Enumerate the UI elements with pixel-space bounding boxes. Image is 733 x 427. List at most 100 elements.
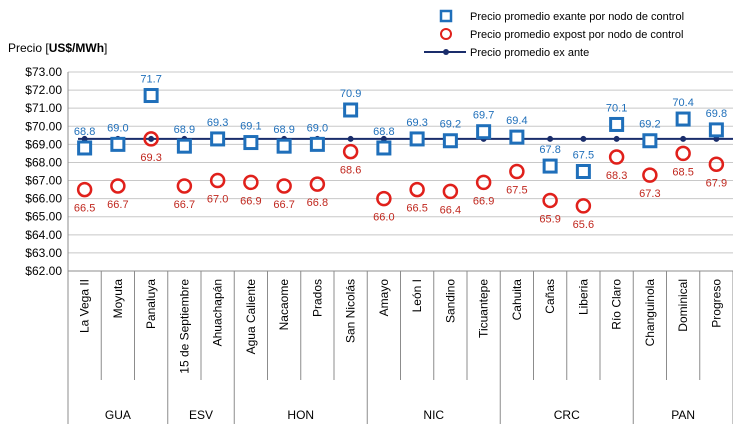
expost-data-label: 67.9: [706, 177, 727, 189]
y-tick-label: $66.00: [25, 192, 62, 206]
expost-data-label: 68.3: [606, 170, 627, 182]
expost-point: [376, 190, 392, 207]
group-label: GUA: [105, 408, 131, 422]
exante-point: [343, 102, 359, 118]
expost-data-label: 66.5: [74, 203, 95, 215]
exante-point: [642, 133, 658, 149]
y-tick-label: $67.00: [25, 174, 62, 188]
exante-data-label: 69.2: [639, 119, 660, 131]
exante-data-label: 69.0: [107, 122, 128, 134]
category-label: Dominical: [676, 279, 690, 332]
exante-data-label: 68.9: [174, 124, 195, 136]
exante-data-label: 69.3: [207, 117, 228, 129]
y-tick-label: $73.00: [25, 65, 62, 79]
y-tick-label: $72.00: [25, 83, 62, 97]
average-point: [347, 135, 354, 142]
group-label: ESV: [189, 408, 213, 422]
category-label: Río Claro: [610, 279, 624, 330]
exante-data-label: 69.4: [506, 115, 527, 127]
legend-circle-marker: [440, 28, 452, 40]
exante-point: [309, 136, 325, 152]
exante-point: [110, 136, 126, 152]
category-label: La Vega II: [78, 279, 92, 333]
average-point: [580, 135, 587, 142]
exante-data-label: 69.3: [406, 117, 427, 129]
expost-point: [209, 172, 226, 189]
expost-point: [442, 183, 459, 200]
expost-data-label: 67.0: [207, 194, 228, 206]
y-tick-label: $62.00: [25, 264, 62, 278]
y-tick-label: $64.00: [25, 228, 62, 242]
category-label: León I: [410, 279, 424, 312]
category-label: Amayo: [377, 279, 391, 317]
average-line-series: [78, 135, 733, 142]
exante-point: [442, 133, 458, 149]
category-label: Agua Caliente: [244, 279, 258, 355]
exante-point: [143, 88, 159, 104]
exante-data-label: 70.4: [672, 97, 693, 109]
average-point: [547, 135, 554, 142]
legend-label-average: Precio promedio ex ante: [470, 47, 589, 59]
exante-data-label: 69.8: [706, 108, 727, 120]
category-label: Changuinola: [643, 279, 657, 347]
exante-data-label: 67.8: [539, 144, 560, 156]
category-label: Sandino: [443, 279, 457, 323]
exante-point: [376, 140, 392, 156]
exante-data-label: 69.7: [473, 110, 494, 122]
category-label: Liberia: [576, 279, 590, 315]
expost-point: [608, 149, 625, 165]
average-point: [81, 135, 88, 142]
exante-series: 68.8 69.0 71.7 68.9 69.3 69.1 68.9 69.0 70.9 68.8…: [74, 74, 727, 179]
exante-data-label: 70.1: [606, 102, 627, 114]
expost-point: [475, 174, 492, 191]
category-label: 15 de Septiembre: [177, 279, 191, 374]
expost-point: [243, 174, 259, 191]
legend-label-exante: Precio promedio exante por nodo de contr…: [470, 11, 684, 23]
expost-data-label: 66.8: [307, 197, 328, 209]
exante-point: [575, 164, 591, 179]
group-label: PAN: [671, 408, 695, 422]
average-point: [380, 135, 387, 142]
x-axis: La Vega II Moyuta Panaluya 15 de Septiembre…: [67, 270, 733, 424]
exante-data-label: 69.0: [307, 122, 328, 134]
expost-data-label: 66.7: [273, 199, 294, 211]
y-tick-label: $68.00: [25, 155, 62, 169]
group-label: HON: [287, 408, 314, 422]
expost-data-label: 66.4: [440, 204, 461, 216]
y-tick-label: $70.00: [25, 119, 62, 133]
category-label: San Nicolás: [344, 279, 358, 343]
exante-data-label: 69.2: [440, 119, 461, 131]
expost-point: [708, 156, 725, 173]
category-label: Moyuta: [111, 279, 125, 319]
category-label: Cahuita: [510, 279, 524, 321]
exante-point: [176, 138, 192, 154]
exante-point: [609, 116, 625, 132]
expost-data-label: 67.5: [506, 185, 527, 197]
expost-data-label: 65.9: [539, 213, 560, 225]
average-point: [680, 135, 687, 142]
exante-point: [675, 111, 691, 127]
expost-point: [276, 178, 292, 194]
y-tick-label: $63.00: [25, 246, 62, 260]
category-label: Ahuachapán: [211, 279, 225, 346]
expost-data-label: 66.9: [240, 195, 261, 207]
expost-point: [176, 178, 193, 194]
exante-data-label: 68.9: [273, 124, 294, 136]
expost-point: [342, 143, 359, 160]
expost-data-label: 66.9: [473, 195, 494, 207]
category-label: Progreso: [709, 279, 723, 328]
exante-point: [509, 129, 525, 145]
expost-point: [409, 181, 425, 198]
expost-point: [309, 176, 326, 192]
expost-data-label: 66.5: [406, 203, 427, 215]
group-label: NIC: [423, 408, 444, 422]
exante-data-label: 70.9: [340, 88, 361, 100]
exante-point: [243, 135, 259, 151]
exante-point: [542, 158, 558, 174]
expost-data-label: 68.5: [672, 166, 693, 178]
expost-data-label: 65.6: [573, 219, 594, 231]
category-label: Prados: [310, 279, 324, 317]
category-label: Nacaome: [277, 279, 291, 331]
expost-data-label: 66.7: [174, 199, 195, 211]
